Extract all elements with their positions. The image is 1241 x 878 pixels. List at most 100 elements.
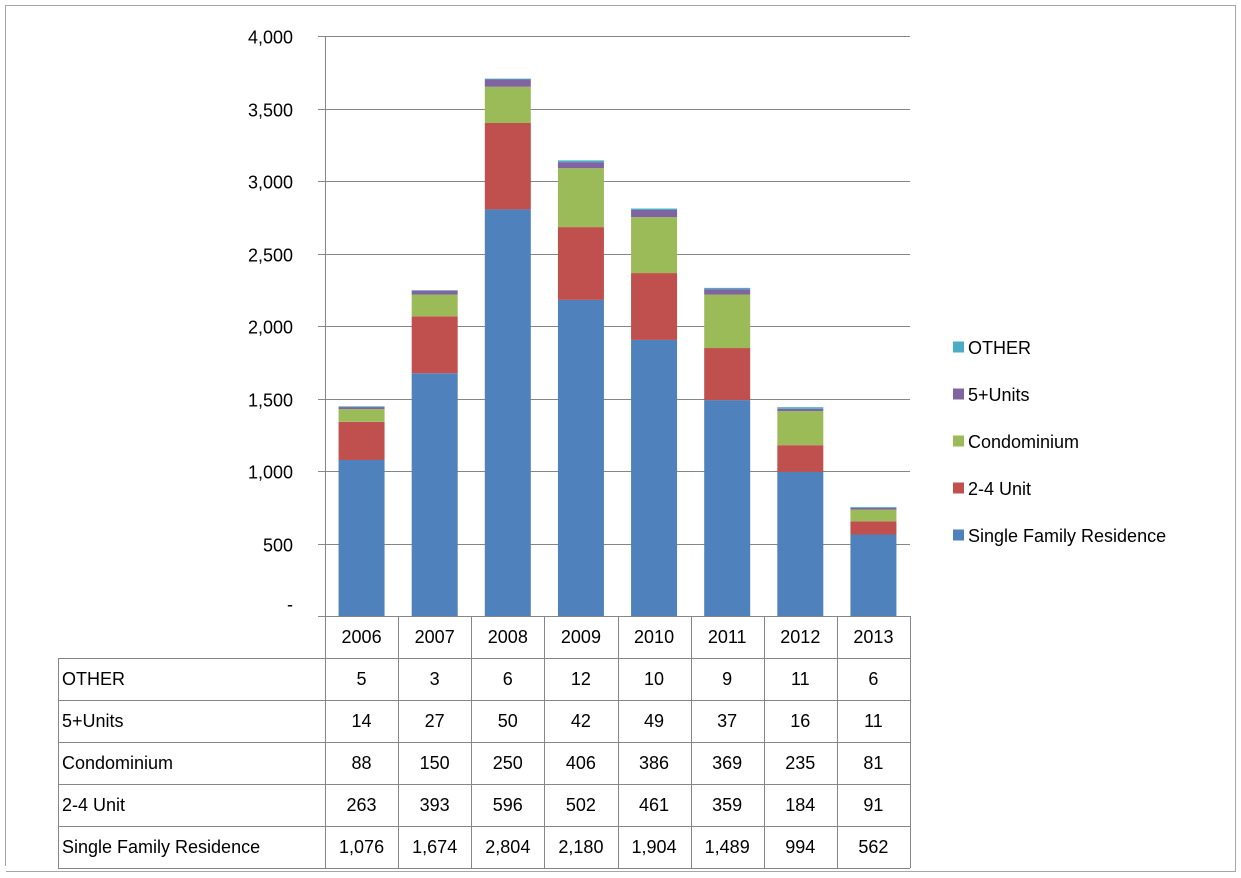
bar-segment-other-2009 <box>558 160 604 162</box>
table-cell-5plusunits-2010: 49 <box>644 711 664 731</box>
table-cell-single-family-residence-2009: 2,180 <box>558 837 603 857</box>
bar-segment-other-2012 <box>777 407 823 409</box>
bar-segment-2-4-unit-2012 <box>777 445 823 472</box>
table-cell-single-family-residence-2012: 994 <box>785 837 815 857</box>
bar-segment-5plusunits-2013 <box>850 508 896 510</box>
bar-segment-2-4-unit-2011 <box>704 348 750 400</box>
category-label-2006: 2006 <box>342 627 382 647</box>
bar-segment-2-4-unit-2013 <box>850 521 896 534</box>
legend-swatch <box>953 530 964 541</box>
bar-segment-other-2010 <box>631 209 677 210</box>
bar-segment-2-4-unit-2007 <box>412 316 458 373</box>
bar-segment-5plusunits-2012 <box>777 409 823 411</box>
table-cell-2-4-unit-2007: 393 <box>420 795 450 815</box>
table-cell-single-family-residence-2006: 1,076 <box>339 837 384 857</box>
table-row-label-single-family-residence: Single Family Residence <box>62 837 260 857</box>
legend-label: Condominium <box>968 432 1079 452</box>
y-tick-label: 4,000 <box>248 28 293 48</box>
table-cell-condominium-2009: 406 <box>566 753 596 773</box>
table-cell-2-4-unit-2006: 263 <box>347 795 377 815</box>
bar-segment-single-family-residence-2010 <box>631 340 677 616</box>
bar-segment-2-4-unit-2008 <box>485 123 531 209</box>
table-cell-condominium-2012: 235 <box>785 753 815 773</box>
y-tick-label: 2,000 <box>248 318 293 338</box>
bar-segment-single-family-residence-2007 <box>412 373 458 616</box>
bar-segment-condominium-2009 <box>558 168 604 227</box>
bar-segment-single-family-residence-2006 <box>339 460 385 616</box>
bar-segment-other-2011 <box>704 288 750 289</box>
bar-segment-single-family-residence-2008 <box>485 209 531 616</box>
legend-label: OTHER <box>968 338 1031 358</box>
category-label-2013: 2013 <box>853 627 893 647</box>
table-cell-single-family-residence-2013: 562 <box>858 837 888 857</box>
bar-segment-condominium-2010 <box>631 217 677 273</box>
table-cell-other-2012: 11 <box>791 669 810 689</box>
bar-segment-condominium-2007 <box>412 295 458 317</box>
table-cell-2-4-unit-2008: 596 <box>493 795 523 815</box>
table-cell-5plusunits-2007: 27 <box>425 711 445 731</box>
legend-swatch <box>953 342 964 353</box>
table-cell-2-4-unit-2013: 91 <box>863 795 883 815</box>
table-cell-5plusunits-2009: 42 <box>571 711 591 731</box>
legend-item-single-family-residence: Single Family Residence <box>953 526 1166 546</box>
table-row-label-5plusunits: 5+Units <box>62 711 124 731</box>
y-tick-label: 2,500 <box>248 246 293 266</box>
legend-item-condominium: Condominium <box>953 432 1079 452</box>
legend-item-2-4-unit: 2-4 Unit <box>953 479 1031 499</box>
table-cell-condominium-2007: 150 <box>420 753 450 773</box>
bar-segment-single-family-residence-2009 <box>558 300 604 616</box>
category-label-2012: 2012 <box>780 627 820 647</box>
legend-swatch <box>953 483 964 494</box>
table-cell-5plusunits-2008: 50 <box>498 711 518 731</box>
table-cell-other-2011: 9 <box>722 669 732 689</box>
y-tick-label: 500 <box>263 536 293 556</box>
table-cell-single-family-residence-2007: 1,674 <box>412 837 457 857</box>
table-cell-other-2006: 5 <box>357 669 367 689</box>
table-cell-5plusunits-2013: 11 <box>864 711 883 731</box>
table-cell-condominium-2006: 88 <box>352 753 372 773</box>
bar-segment-condominium-2006 <box>339 409 385 422</box>
legend: OTHER 5+Units Condominium 2-4 Unit Single Fa… <box>953 338 1166 546</box>
bar-segment-5plusunits-2008 <box>485 80 531 87</box>
category-label-2007: 2007 <box>415 627 455 647</box>
legend-label: 2-4 Unit <box>968 479 1031 499</box>
bar-segment-single-family-residence-2011 <box>704 400 750 616</box>
table-cell-condominium-2008: 250 <box>493 753 523 773</box>
table-cell-other-2008: 6 <box>503 669 513 689</box>
table-cell-other-2010: 10 <box>644 669 664 689</box>
legend-swatch <box>953 436 964 447</box>
legend-item-5plusunits: 5+Units <box>953 385 1030 405</box>
y-tick-label: 3,000 <box>248 173 293 193</box>
bar-segment-condominium-2011 <box>704 295 750 349</box>
legend-label: Single Family Residence <box>968 526 1166 546</box>
y-tick-label: - <box>287 595 293 615</box>
table-cell-single-family-residence-2010: 1,904 <box>632 837 677 857</box>
legend-swatch <box>953 389 964 400</box>
bar-segment-5plusunits-2010 <box>631 210 677 217</box>
table-cell-2-4-unit-2012: 184 <box>785 795 815 815</box>
bar-segment-other-2013 <box>850 507 896 508</box>
y-tick-label: 3,500 <box>248 101 293 121</box>
bar-segment-single-family-residence-2013 <box>850 535 896 616</box>
y-tick-label: 1,000 <box>248 463 293 483</box>
table-cell-condominium-2013: 81 <box>863 753 883 773</box>
bar-segment-5plusunits-2011 <box>704 289 750 294</box>
bar-segment-condominium-2013 <box>850 510 896 522</box>
table-cell-5plusunits-2012: 16 <box>790 711 810 731</box>
bar-segment-single-family-residence-2012 <box>777 472 823 616</box>
table-cell-single-family-residence-2008: 2,804 <box>485 837 530 857</box>
bar-segment-other-2008 <box>485 79 531 80</box>
bar-segment-5plusunits-2007 <box>412 291 458 295</box>
legend-item-other: OTHER <box>953 338 1031 358</box>
table-cell-condominium-2010: 386 <box>639 753 669 773</box>
bar-segment-condominium-2008 <box>485 87 531 123</box>
table-cell-other-2013: 6 <box>868 669 878 689</box>
table-cell-single-family-residence-2011: 1,489 <box>705 837 750 857</box>
bar-segment-2-4-unit-2006 <box>339 422 385 460</box>
table-cell-other-2007: 3 <box>430 669 440 689</box>
table-row-label-2-4-unit: 2-4 Unit <box>62 795 125 815</box>
table-row-label-condominium: Condominium <box>62 753 173 773</box>
category-label-2009: 2009 <box>561 627 601 647</box>
bar-segment-5plusunits-2009 <box>558 162 604 168</box>
